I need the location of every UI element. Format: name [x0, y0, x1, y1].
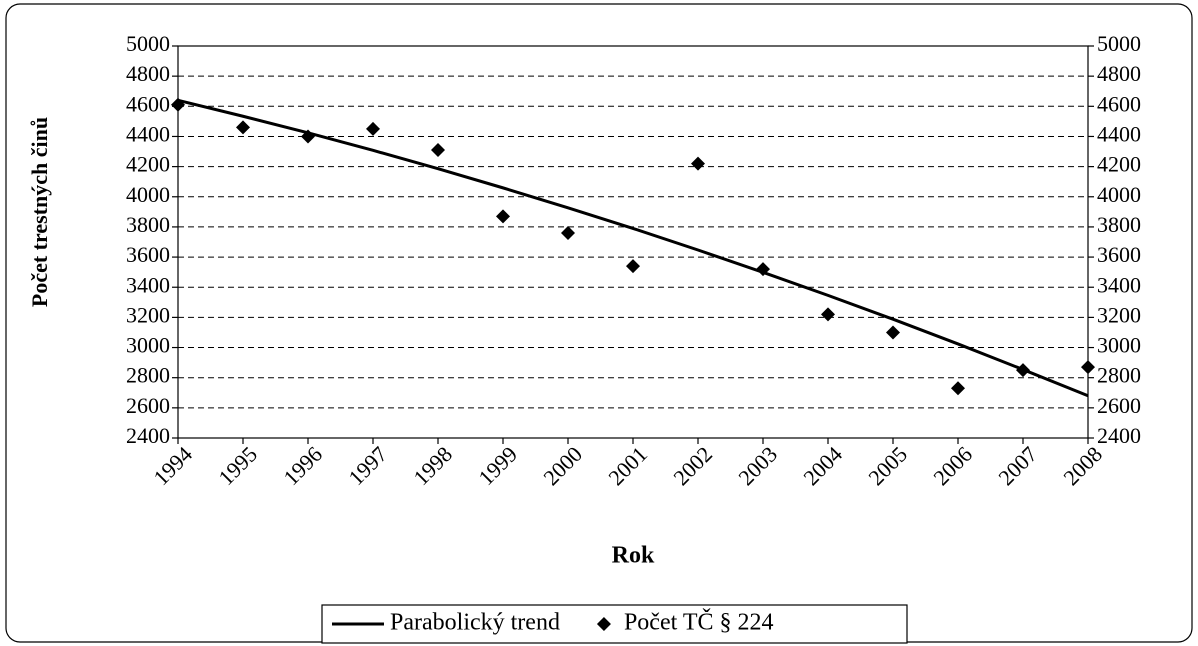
- data-point: [821, 307, 835, 322]
- legend: Parabolický trend Počet TČ § 224: [321, 604, 908, 644]
- y2-tick-label: 3400: [1097, 272, 1141, 297]
- y-tick-label: 4400: [126, 122, 170, 147]
- data-point: [1081, 360, 1095, 375]
- data-point: [431, 143, 445, 158]
- y-tick-label: 5000: [126, 31, 170, 56]
- y-tick-label: 3200: [126, 302, 170, 327]
- data-point: [236, 120, 250, 135]
- data-point: [301, 129, 315, 144]
- y-tick-label: 4800: [126, 61, 170, 86]
- y-tick-label: 2800: [126, 363, 170, 388]
- data-point: [1016, 363, 1030, 378]
- y-tick-label: 3600: [126, 242, 170, 267]
- y-tick-label: 2600: [126, 393, 170, 418]
- y2-tick-label: 2800: [1097, 363, 1141, 388]
- y-axis-title: Počet trestných činů: [27, 117, 52, 307]
- data-point: [691, 156, 705, 171]
- trend-line: [177, 98, 1089, 398]
- y2-tick-label: 5000: [1097, 31, 1141, 56]
- y2-tick-label: 4200: [1097, 152, 1141, 177]
- chart-border: [5, 3, 1193, 643]
- y2-tick-label: 2400: [1097, 423, 1141, 448]
- y2-tick-label: 4600: [1097, 91, 1141, 116]
- y2-tick-label: 3200: [1097, 302, 1141, 327]
- legend-box: [321, 604, 908, 644]
- y-tick-label: 3800: [126, 212, 170, 237]
- x-axis-title: Rok: [612, 543, 655, 569]
- y-tick-label: 3400: [126, 272, 170, 297]
- data-point: [561, 225, 575, 240]
- y2-tick-label: 2600: [1097, 393, 1141, 418]
- y-tick-label: 4600: [126, 91, 170, 116]
- legend-marker: [596, 617, 611, 631]
- data-point: [756, 262, 770, 277]
- y2-tick-label: 3600: [1097, 242, 1141, 267]
- data-point: [366, 121, 380, 136]
- y-tick-label: 3000: [126, 333, 170, 358]
- y2-tick-label: 4800: [1097, 61, 1141, 86]
- y-tick-label: 4000: [126, 182, 170, 207]
- y2-tick-label: 3000: [1097, 333, 1141, 358]
- data-point: [496, 209, 510, 224]
- legend-label: Parabolický trend: [390, 610, 560, 636]
- y-tick-label: 2400: [126, 423, 170, 448]
- y-tick-label: 4200: [126, 152, 170, 177]
- y2-tick-label: 3800: [1097, 212, 1141, 237]
- legend-label: Počet TČ § 224: [624, 609, 774, 636]
- data-point: [886, 325, 900, 340]
- y2-tick-label: 4400: [1097, 122, 1141, 147]
- y2-tick-label: 4000: [1097, 182, 1141, 207]
- data-point: [951, 381, 965, 396]
- data-point: [171, 97, 185, 112]
- data-point: [626, 259, 640, 274]
